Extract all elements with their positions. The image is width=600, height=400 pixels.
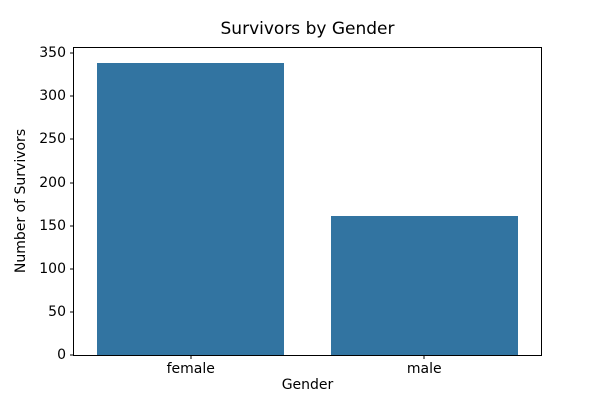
x-tick-label: male [406,361,442,377]
y-tick-mark [70,225,74,227]
y-tick-label: 300 [39,88,66,105]
plot-area: 0 50 100 150 200 250 300 350 female male [39,46,542,376]
y-tick-mark [70,182,74,184]
x-tick-label: female [166,361,215,377]
y-tick-label: 100 [39,260,66,277]
y-tick-label: 200 [39,174,66,191]
x-axis-label: Gender [281,377,334,393]
y-tick-label: 150 [39,217,66,234]
bar-male [330,216,518,355]
x-tick-mark [423,355,425,359]
y-tick-mark [70,138,74,140]
y-tick-mark [70,52,74,54]
y-tick-mark [70,95,74,97]
y-tick-mark [70,268,74,270]
y-tick-mark [70,311,74,313]
y-axis-label: Number of Survivors [13,128,29,274]
x-tick-mark [190,355,192,359]
chart-title: Survivors by Gender [220,19,395,39]
y-tick-label: 350 [39,45,66,62]
y-tick-label: 0 [57,347,66,363]
bar-female [97,62,285,355]
y-tick-mark [70,354,74,356]
y-tick-label: 50 [48,303,66,320]
y-tick-label: 250 [39,131,66,148]
